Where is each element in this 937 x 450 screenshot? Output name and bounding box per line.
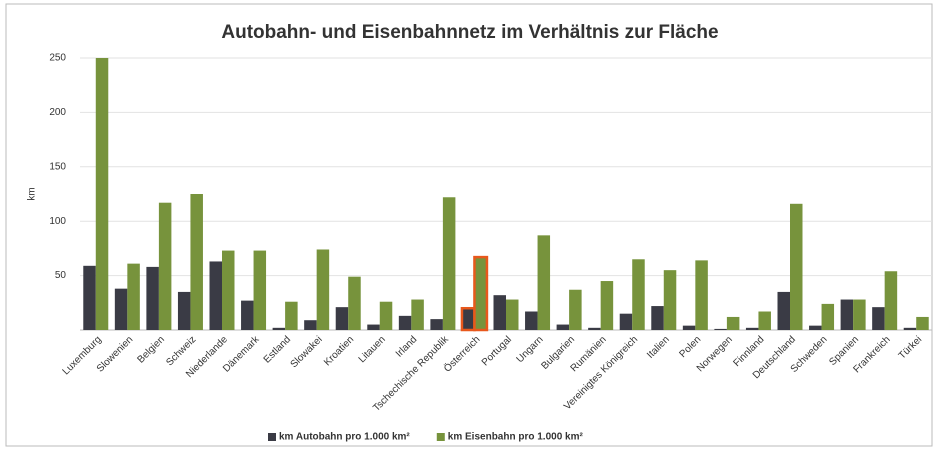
bar: [177, 291, 191, 330]
bar: [158, 202, 172, 330]
bar: [663, 270, 677, 330]
legend-label: km Eisenbahn pro 1.000 km²: [448, 432, 584, 443]
bar: [379, 301, 393, 330]
bar: [695, 260, 708, 330]
bar: [745, 327, 759, 330]
bar: [506, 299, 519, 330]
bar: [442, 197, 456, 330]
bar: [398, 315, 412, 330]
y-tick-label: 200: [49, 107, 66, 118]
bar: [726, 316, 740, 330]
bar: [473, 255, 489, 332]
bar: [335, 307, 349, 330]
bar: [809, 325, 822, 330]
y-tick-label: 100: [49, 216, 66, 227]
bar: [348, 276, 361, 330]
bar: [95, 58, 109, 330]
bar: [682, 325, 696, 330]
bar: [411, 299, 424, 330]
bar: [884, 271, 898, 330]
bar: [460, 306, 476, 332]
bar: [367, 324, 380, 330]
bar: [209, 261, 222, 330]
bar: [714, 328, 727, 330]
bar: [190, 194, 203, 330]
bar: [304, 320, 317, 330]
bar: [493, 295, 506, 330]
bar: [651, 306, 664, 330]
legend-swatch: [268, 433, 276, 441]
bar: [537, 235, 551, 330]
bar: [241, 300, 254, 330]
bar: [569, 289, 582, 330]
chart-title: Autobahn- und Eisenbahnnetz im Verhältni…: [221, 22, 718, 43]
bar: [253, 250, 267, 330]
bar: [430, 319, 443, 330]
bar: [127, 263, 140, 330]
legend-label: km Autobahn pro 1.000 km²: [279, 432, 410, 443]
bar: [790, 203, 803, 330]
bar: [525, 311, 538, 330]
bar: [632, 259, 645, 330]
bar: [222, 250, 235, 330]
bar: [821, 303, 835, 330]
bar: [146, 266, 159, 330]
bar: [758, 311, 771, 330]
bar: [114, 288, 128, 330]
bar: [916, 316, 929, 330]
bar: [83, 265, 96, 330]
bar: [556, 324, 570, 330]
bar: [903, 327, 917, 330]
y-axis-label: km: [27, 187, 38, 200]
legend-swatch: [436, 433, 445, 441]
bar: [777, 291, 790, 330]
bar: [600, 281, 614, 330]
y-tick-label: 150: [49, 161, 66, 172]
bar: [316, 249, 330, 330]
bar: [872, 307, 885, 330]
bar: [285, 301, 298, 330]
bar: [840, 299, 854, 330]
bar: [619, 313, 633, 330]
bar: [588, 327, 601, 330]
y-tick-label: 50: [55, 270, 67, 281]
y-tick-label: 250: [49, 53, 66, 64]
bar: [272, 327, 286, 330]
bar: [853, 299, 866, 330]
